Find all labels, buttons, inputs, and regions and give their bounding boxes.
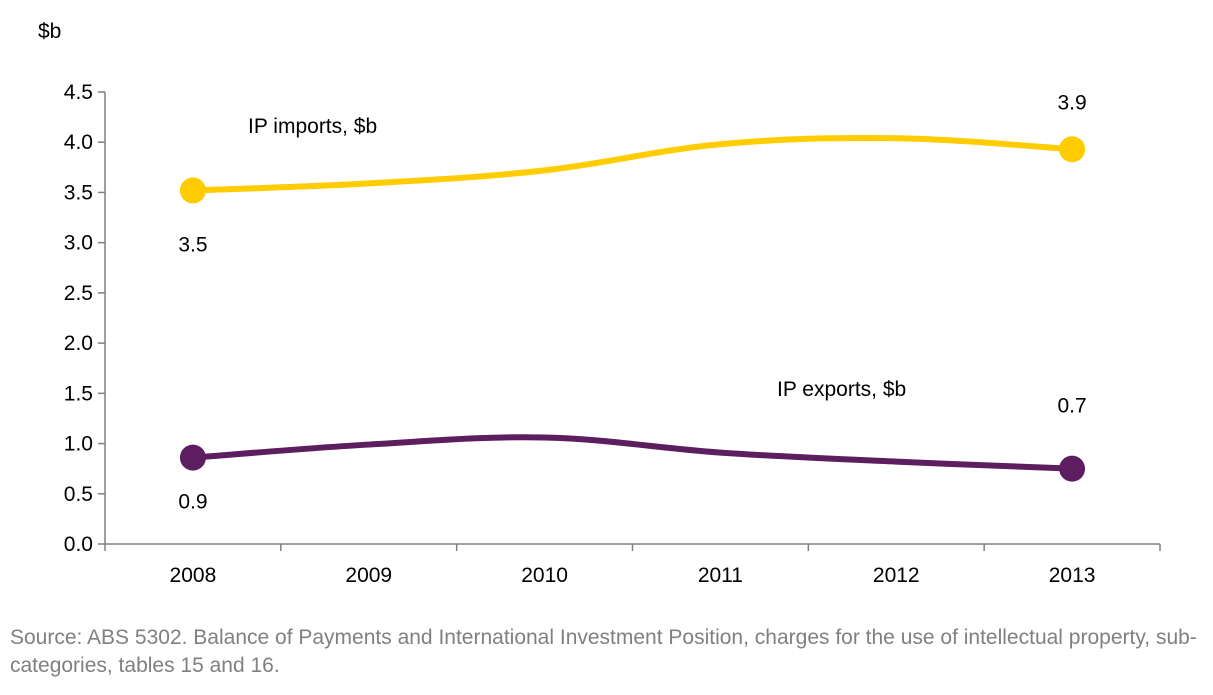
y-axis: 0.0 0.5 1.0 1.5 2.0 2.5 3.0 3.5 4.0 4.5 [64, 81, 106, 556]
y-tick-label: 3.0 [64, 232, 93, 255]
y-tick-label: 2.5 [64, 282, 93, 305]
x-tick-label: 2009 [345, 564, 392, 587]
source-note: Source: ABS 5302. Balance of Payments an… [10, 626, 1197, 677]
y-tick-label: 4.5 [64, 81, 93, 104]
data-label-exports-2008: 0.9 [178, 491, 207, 514]
data-label-imports-2013: 3.9 [1057, 91, 1086, 114]
data-point-exports-2013 [1059, 455, 1086, 482]
data-point-imports-2008 [179, 177, 206, 204]
y-tick-label: 2.0 [64, 332, 93, 355]
x-axis: 2008 2009 2010 2011 2012 2013 [104, 543, 1161, 587]
x-tick-label: 2012 [873, 564, 920, 587]
series-layer [179, 134, 1086, 482]
x-tick-label: 2011 [698, 564, 743, 587]
data-label-exports-2013: 0.7 [1057, 395, 1086, 418]
y-tick-label: 4.0 [64, 131, 93, 154]
y-tick-label: 1.0 [64, 433, 93, 456]
series-label-imports: IP imports, $b [248, 115, 377, 138]
data-label-imports-2008: 3.5 [178, 233, 207, 256]
x-tick-label: 2013 [1049, 564, 1096, 587]
x-tick-label: 2010 [521, 564, 568, 587]
y-tick-label: 3.5 [64, 181, 93, 204]
data-point-exports-2008 [179, 444, 206, 471]
y-tick-label: 0.0 [64, 533, 93, 556]
y-tick-label: 1.5 [64, 382, 93, 405]
x-tick-label: 2008 [170, 564, 217, 587]
series-line-imports [189, 134, 1076, 194]
series-line-exports [189, 434, 1076, 472]
label-layer: 3.5 3.9 IP imports, $b 0.9 0.7 IP exports, $b [178, 91, 1086, 513]
series-label-exports: IP exports, $b [777, 378, 906, 401]
data-point-imports-2013 [1059, 136, 1086, 163]
y-axis-unit-label: $b [38, 20, 61, 43]
line-chart: $b 0.00.51.01.52.02.53.03.54.04.5 2008 20… [38, 20, 1161, 587]
y-tick-label: 0.5 [64, 483, 93, 506]
